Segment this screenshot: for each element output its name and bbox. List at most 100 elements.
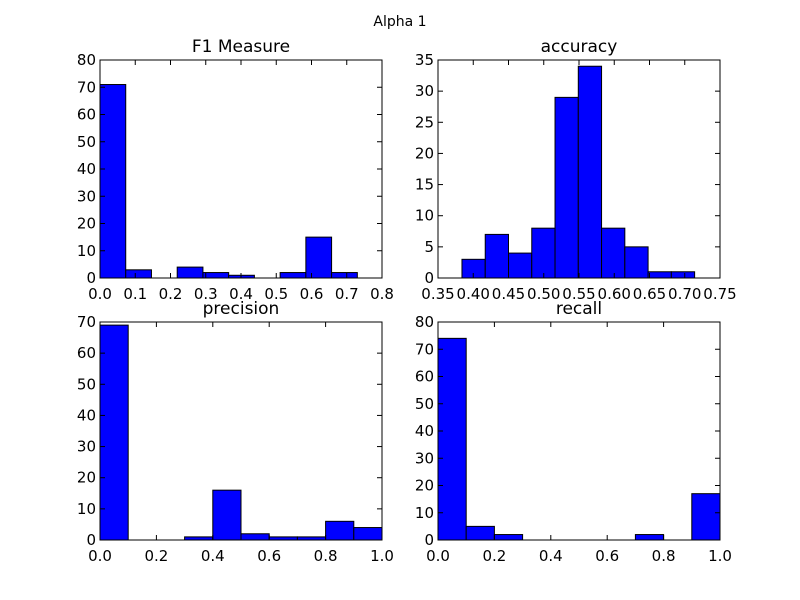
precision-ytick-label-2: 20 [77,469,96,487]
accuracy-bar-7 [624,246,649,279]
accuracy-bar-6 [601,227,626,279]
precision-title: precision [203,299,280,319]
recall-title: recall [556,299,602,319]
accuracy-xtick-label-1: 0.40 [457,285,490,303]
recall-xtick-label-5: 1.0 [708,547,732,565]
recall-xtick-label-4: 0.8 [652,547,676,565]
figure-suptitle: Alpha 1 [373,14,426,30]
accuracy-subplot: 0.35 0.40 0.45 0.50 0.55 0.60 0.65 0.70 0.75 0 5 10… [415,37,737,303]
accuracy-xtick-label-6: 0.65 [633,285,666,303]
f1-xtick-label-8: 0.8 [370,285,394,303]
accuracy-ytick-label-5: 25 [415,113,434,131]
f1-bar-4 [202,272,230,279]
f1-ytick-label-5: 50 [77,133,96,151]
f1-ytick-label-1: 10 [77,242,96,260]
f1-xtick-label-1: 0.1 [123,285,147,303]
recall-ytick-label-6: 60 [415,368,434,386]
precision-ytick-label-1: 10 [77,500,96,518]
accuracy-ytick-label-4: 20 [415,144,434,162]
recall-bar-1 [465,525,495,541]
recall-xtick-label-2: 0.4 [539,547,563,565]
f1-bar-9 [331,272,358,279]
recall-bar-0 [437,337,467,541]
f1-ytick-label-3: 30 [77,187,96,205]
f1-xtick-label-0: 0.0 [88,285,112,303]
recall-ytick-label-2: 20 [415,477,434,495]
precision-bar-4 [212,489,242,541]
precision-xtick-label-1: 0.2 [144,547,168,565]
precision-subplot: 0.0 0.2 0.4 0.6 0.8 1.0 0 10 20 30 40 50 60 70 precisi… [77,299,394,565]
recall-ytick-label-8: 80 [415,313,434,331]
recall-ytick-label-5: 50 [415,395,434,413]
precision-xtick-label-0: 0.0 [88,547,112,565]
f1-xtick-label-7: 0.7 [335,285,359,303]
f1-ytick-label-2: 20 [77,215,96,233]
accuracy-ytick-label-7: 35 [415,51,434,69]
f1-ytick-label-8: 80 [77,51,96,69]
precision-bar-8 [325,520,355,541]
f1-xtick-label-4: 0.4 [229,285,253,303]
accuracy-xtick-label-8: 0.75 [703,285,736,303]
precision-ytick-label-5: 50 [77,375,96,393]
recall-axes-frame [437,321,721,541]
accuracy-bar-3 [531,227,556,279]
f1-xtick-label-5: 0.5 [264,285,288,303]
f1-ytick-label-7: 70 [77,78,96,96]
recall-xtick-label-1: 0.2 [482,547,506,565]
f1-xtick-label-3: 0.3 [194,285,218,303]
accuracy-bar-1 [484,233,509,279]
precision-xtick-label-5: 1.0 [370,547,394,565]
f1-bar-3 [176,266,204,279]
accuracy-ytick-label-2: 10 [415,207,434,225]
recall-ytick-label-3: 30 [415,449,434,467]
accuracy-xtick-label-0: 0.35 [421,285,454,303]
accuracy-xtick-label-7: 0.70 [668,285,701,303]
recall-xtick-label-3: 0.6 [595,547,619,565]
accuracy-bar-5 [577,65,603,279]
f1-xtick-label-2: 0.2 [159,285,183,303]
precision-xtick-label-2: 0.4 [201,547,225,565]
precision-bar-9 [353,527,383,541]
f1-ytick-label-6: 60 [77,106,96,124]
f1-subplot: 0.0 0.1 0.2 0.3 0.4 0.5 0.6 0.7 0.8 0 10 20 30 40 50 60… [77,37,394,303]
f1-bar-0 [99,84,127,279]
recall-bar-9 [691,493,721,541]
precision-ytick-label-6: 60 [77,344,96,362]
precision-axes-frame [99,321,383,541]
precision-bar-0 [99,324,129,541]
precision-ytick-label-3: 30 [77,438,96,456]
f1-bar-1 [125,269,152,279]
f1-bar-7 [279,272,307,279]
recall-ytick-label-1: 10 [415,504,434,522]
accuracy-xtick-label-5: 0.60 [598,285,631,303]
accuracy-bar-9 [670,271,696,279]
precision-ytick-label-0: 0 [86,531,96,549]
precision-bar-5 [240,533,270,541]
accuracy-ytick-label-0: 0 [424,269,434,287]
accuracy-xtick-label-2: 0.45 [492,285,525,303]
precision-ytick-label-7: 70 [77,313,96,331]
f1-bar-8 [305,236,333,279]
precision-ytick-label-4: 40 [77,406,96,424]
accuracy-bar-4 [554,96,579,279]
recall-ytick-label-4: 40 [415,422,434,440]
f1-axes-frame [99,59,383,279]
recall-bar-2 [493,534,524,541]
recall-ytick-label-0: 0 [424,531,434,549]
subplots: 0.0 0.1 0.2 0.3 0.4 0.5 0.6 0.7 0.80102030405060… [77,37,737,565]
accuracy-bar-2 [508,252,533,279]
accuracy-bar-8 [647,271,672,279]
accuracy-ytick-label-3: 15 [415,176,434,194]
recall-ytick-label-7: 70 [415,340,434,358]
recall-bar-7 [634,534,665,541]
accuracy-title: accuracy [541,37,618,57]
accuracy-xtick-label-4: 0.55 [562,285,595,303]
accuracy-xtick-label-3: 0.50 [527,285,560,303]
recall-subplot: 0.0 0.2 0.4 0.6 0.8 1.0 0 10 20 30 40 50 60 70 80 recal… [415,299,732,565]
recall-xtick-label-0: 0.0 [426,547,450,565]
f1-ytick-label-4: 40 [77,160,96,178]
accuracy-ytick-label-6: 30 [415,82,434,100]
accuracy-ytick-label-1: 5 [424,238,434,256]
precision-xtick-label-3: 0.6 [257,547,281,565]
